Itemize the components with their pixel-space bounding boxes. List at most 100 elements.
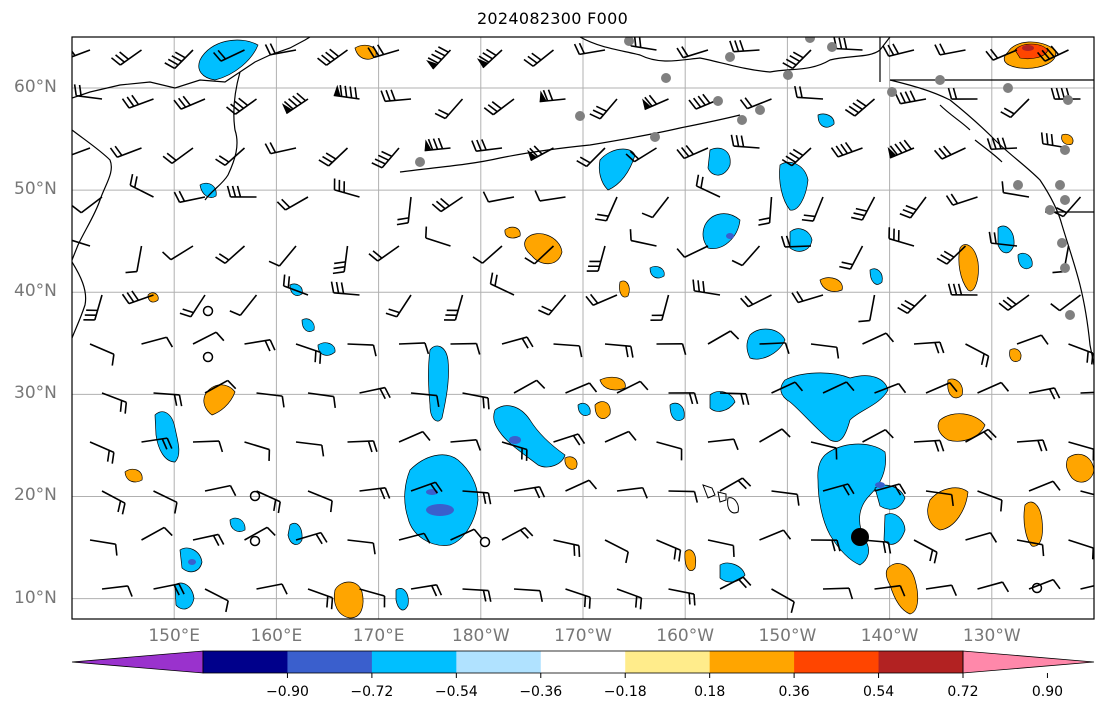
anomaly-patch xyxy=(707,147,731,176)
anomaly-patch xyxy=(817,443,886,566)
wind-barb xyxy=(858,294,876,323)
wind-barb xyxy=(668,392,699,405)
wind-barb xyxy=(862,332,895,345)
anomaly-patch xyxy=(1017,252,1033,269)
anomaly-core xyxy=(188,559,196,565)
wind-barb xyxy=(101,392,128,414)
wind-barb xyxy=(782,49,812,70)
wind-barb xyxy=(616,486,648,499)
lat-label: 60°N xyxy=(14,77,57,98)
wind-barb xyxy=(318,147,349,167)
wind-barb xyxy=(153,583,185,596)
wind-barb xyxy=(625,147,657,163)
wind-barb xyxy=(244,526,276,541)
station-dot xyxy=(1013,180,1023,190)
wind-barb xyxy=(947,87,978,100)
wind-barb xyxy=(204,379,237,394)
wind-barb xyxy=(1052,196,1082,218)
station-dot xyxy=(1065,310,1075,320)
wind-barb xyxy=(268,245,297,267)
wind-barb xyxy=(988,231,1018,247)
wind-barb xyxy=(380,89,412,103)
wind-barb xyxy=(333,84,360,100)
wind-barb xyxy=(925,490,954,507)
lat-label: 30°N xyxy=(14,383,57,404)
colorbar-segment xyxy=(794,651,880,673)
wind-barb xyxy=(332,245,349,275)
lon-label: 170°E xyxy=(352,626,405,646)
wind-barb xyxy=(553,343,583,358)
station-dot xyxy=(650,132,660,142)
wind-barb xyxy=(89,539,118,556)
wind-barb xyxy=(462,392,490,410)
wind-barb xyxy=(1028,480,1061,492)
coastline-asia xyxy=(72,37,311,99)
station-ring xyxy=(1031,582,1043,594)
anomaly-patch xyxy=(684,549,696,572)
anomaly-patch xyxy=(594,401,611,419)
anomaly-patch xyxy=(819,277,843,292)
wind-barb xyxy=(501,336,534,349)
wind-barb xyxy=(719,392,750,406)
wind-barb xyxy=(450,342,481,355)
wind-barb xyxy=(573,42,606,56)
wind-barb xyxy=(801,196,824,222)
map-title: 2024082300 F000 xyxy=(476,9,629,28)
wind-barb xyxy=(367,44,400,59)
station-ring xyxy=(249,490,261,502)
wind-barb xyxy=(410,481,443,494)
wind-barb xyxy=(295,531,328,545)
wind-barb xyxy=(424,137,451,152)
wind-barb xyxy=(810,441,838,460)
wind-barb xyxy=(483,98,515,116)
wind-barb xyxy=(110,49,142,66)
wind-barb xyxy=(629,229,657,247)
wind-barb xyxy=(396,196,412,226)
wind-barb xyxy=(759,529,792,541)
wind-barb xyxy=(707,539,735,557)
wind-barb xyxy=(1080,582,1094,590)
wind-barb xyxy=(656,342,687,355)
station-dot xyxy=(1060,145,1070,155)
wind-barb xyxy=(73,84,103,100)
station-dot xyxy=(755,105,765,115)
wind-barb xyxy=(913,439,945,452)
wind-barb xyxy=(668,588,696,606)
wind-barb xyxy=(851,196,876,221)
wind-barb xyxy=(226,185,257,198)
wind-barb xyxy=(1028,387,1061,400)
wind-barb xyxy=(604,343,634,358)
wind-barb xyxy=(977,581,1010,593)
station-dot xyxy=(783,70,793,80)
wind-barb xyxy=(899,196,927,219)
anomaly-patch xyxy=(702,213,741,250)
hawaii-island xyxy=(717,491,727,503)
wind-barb xyxy=(513,486,546,499)
wind-barb xyxy=(244,441,271,461)
wind-barb xyxy=(862,428,894,443)
anomaly-patch xyxy=(817,113,835,128)
wind-barb xyxy=(72,196,103,214)
wind-barb xyxy=(565,382,598,394)
wind-barb xyxy=(501,441,528,461)
wind-barb xyxy=(719,576,752,590)
wind-barb xyxy=(839,245,864,270)
wind-barb xyxy=(822,381,855,394)
wind-barb xyxy=(121,290,154,305)
wind-barb xyxy=(72,45,91,60)
wind-barb xyxy=(933,145,966,160)
wind-barb xyxy=(791,290,824,304)
wind-barb xyxy=(450,439,482,451)
station-ring xyxy=(202,305,214,317)
anomaly-patch xyxy=(229,517,246,532)
anomaly-patch xyxy=(395,588,409,611)
wind-barb xyxy=(965,531,998,543)
wind-barb xyxy=(656,441,683,461)
station-dots xyxy=(415,37,1075,320)
station-dot xyxy=(805,37,815,43)
wind-barb xyxy=(215,245,246,264)
wind-barb xyxy=(410,392,440,407)
anomaly-patch xyxy=(709,391,736,412)
wind-barb xyxy=(347,343,377,357)
